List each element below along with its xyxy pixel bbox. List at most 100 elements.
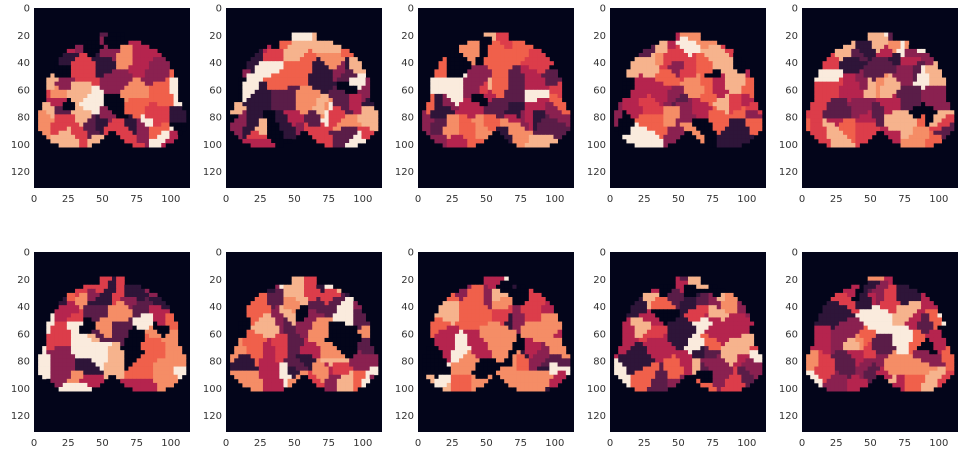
heatmap-cell <box>491 98 497 103</box>
heatmap-cell <box>95 89 101 95</box>
heatmap-cell <box>500 57 505 62</box>
heatmap-cell <box>700 138 705 144</box>
heatmap-cell <box>153 110 158 115</box>
heatmap-cell <box>242 114 247 119</box>
heatmap-cell <box>454 85 460 91</box>
heatmap-cell <box>83 69 88 74</box>
x-tick-label: 50 <box>480 194 493 205</box>
heatmap-cell <box>512 110 517 115</box>
heatmap-cell <box>929 73 934 78</box>
heatmap-cell <box>646 53 652 58</box>
heatmap-cell <box>622 118 627 123</box>
heatmap-cell <box>561 110 567 115</box>
heatmap-cell <box>79 325 84 331</box>
heatmap-cell <box>287 134 293 140</box>
heatmap-cell <box>242 138 247 144</box>
heatmap-cell <box>254 138 260 144</box>
heatmap-cell <box>925 110 930 115</box>
heatmap-cell <box>345 89 350 95</box>
heatmap-cell <box>692 44 697 50</box>
heatmap-cell <box>316 110 321 115</box>
heatmap-cell <box>863 122 869 128</box>
heatmap-cell <box>250 89 256 95</box>
heatmap-cell <box>912 98 918 103</box>
heatmap-cell <box>467 114 472 119</box>
heatmap-cell <box>157 118 162 123</box>
heatmap-cell <box>165 93 170 99</box>
heatmap-cell <box>500 61 505 66</box>
heatmap-cell <box>99 317 105 322</box>
heatmap-cell <box>91 77 96 83</box>
heatmap-cell <box>132 350 138 355</box>
heatmap-cell <box>340 93 346 99</box>
heatmap-cell <box>165 102 170 107</box>
heatmap-cell <box>328 81 334 87</box>
heatmap-cell <box>454 143 460 148</box>
heatmap-cell <box>148 143 154 148</box>
heatmap-cell <box>667 53 672 58</box>
heatmap-cell <box>116 61 121 66</box>
heatmap-cell <box>324 143 330 148</box>
heatmap-cell <box>941 81 947 87</box>
heatmap-cell <box>500 118 505 123</box>
heatmap-cell <box>299 57 305 62</box>
heatmap-cell <box>262 305 268 310</box>
heatmap-cell <box>700 93 705 99</box>
heatmap-cell <box>892 73 897 78</box>
heatmap-cell <box>165 342 170 347</box>
heatmap-cell <box>283 313 288 318</box>
heatmap-cell <box>349 77 354 83</box>
heatmap-cell <box>491 114 497 119</box>
heatmap-cell <box>634 126 640 132</box>
heatmap-cell <box>814 102 819 107</box>
heatmap-cell <box>638 65 644 70</box>
heatmap-cell <box>933 73 938 78</box>
heatmap-cell <box>696 110 701 115</box>
heatmap-cell <box>826 110 832 115</box>
heatmap-cell <box>537 85 542 91</box>
heatmap-cell <box>46 77 51 83</box>
heatmap-cell <box>692 61 697 66</box>
heatmap-cell <box>733 77 738 83</box>
heatmap-cell <box>316 73 321 78</box>
heatmap-cell <box>467 77 472 83</box>
heatmap-cell <box>304 85 309 91</box>
heatmap-cell <box>753 118 759 123</box>
heatmap-cell <box>888 93 893 99</box>
heatmap-cell <box>54 321 60 327</box>
heatmap-cell <box>929 106 934 111</box>
heatmap-cell <box>863 48 869 54</box>
heatmap-cell <box>91 61 96 66</box>
heatmap-cell <box>753 130 759 136</box>
heatmap-cell <box>888 53 893 58</box>
heatmap-cell <box>140 329 146 335</box>
heatmap-cell <box>304 73 309 78</box>
heatmap-cell <box>545 61 550 66</box>
heatmap-cell <box>349 65 354 70</box>
heatmap-cell <box>157 366 162 372</box>
heatmap-cell <box>855 77 860 83</box>
heatmap-cell <box>353 114 358 119</box>
heatmap-cell <box>537 110 542 115</box>
heatmap-cell <box>46 370 51 376</box>
heatmap-cell <box>62 329 68 335</box>
heatmap-cell <box>651 93 656 99</box>
heatmap-cell <box>855 81 860 87</box>
heatmap-cell <box>332 69 338 74</box>
heatmap-cell <box>655 48 660 54</box>
heatmap-cell <box>336 106 342 111</box>
heatmap-cell <box>446 143 452 148</box>
heatmap-cell <box>132 321 138 327</box>
heatmap-cell <box>479 89 485 95</box>
heatmap-cell <box>87 98 92 103</box>
heatmap-cell <box>157 305 162 310</box>
heatmap-cell <box>112 284 117 290</box>
heatmap-cell <box>467 118 472 123</box>
heatmap-cell <box>107 36 113 42</box>
heatmap-cell <box>929 130 934 136</box>
heatmap-cell <box>304 292 309 298</box>
heatmap-cell <box>442 57 448 62</box>
heatmap-cell <box>267 122 272 128</box>
heatmap-cell <box>120 118 125 123</box>
heatmap-cell <box>537 65 542 70</box>
